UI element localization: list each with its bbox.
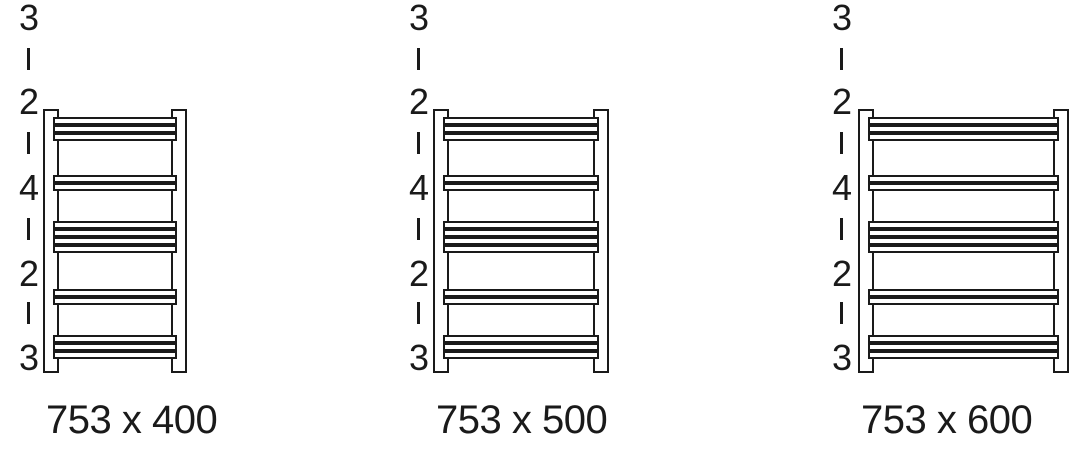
group-separator xyxy=(27,302,30,324)
group-separator xyxy=(840,132,843,154)
rail-tube xyxy=(443,221,599,229)
radiator-variant-1: 3 2 4 2 3 753 x 400 xyxy=(0,0,260,456)
rail-tube xyxy=(443,335,599,343)
radiator-variant-2: 3 2 4 2 3 753 x 500 xyxy=(390,0,650,456)
rail-tube xyxy=(868,289,1059,297)
group-separator xyxy=(417,132,420,154)
rail-tube xyxy=(53,245,177,253)
group-count-2: 2 xyxy=(18,81,40,122)
group-count-5: 3 xyxy=(408,337,430,378)
rail-tube xyxy=(443,125,599,133)
rail-tube xyxy=(868,351,1059,359)
rail-tube xyxy=(53,175,177,183)
rail-tube xyxy=(443,175,599,183)
size-label: 753 x 400 xyxy=(46,398,218,442)
group-count-3: 4 xyxy=(831,167,853,208)
rail-tube xyxy=(443,351,599,359)
rail-tube xyxy=(53,229,177,237)
rail-tube xyxy=(443,117,599,125)
rail-tube xyxy=(443,237,599,245)
size-label: 753 x 600 xyxy=(861,398,1033,442)
towel-radiator-drawing xyxy=(858,109,1069,373)
radiator-variant-3: 3 2 4 2 3 753 x 600 xyxy=(815,0,1075,456)
rail-tube xyxy=(53,297,177,305)
rail-tube xyxy=(53,133,177,141)
group-separator xyxy=(27,218,30,240)
rail-tube xyxy=(868,335,1059,343)
rail-tube xyxy=(868,133,1059,141)
group-count-5: 3 xyxy=(18,337,40,378)
group-count-1: 3 xyxy=(18,0,40,38)
towel-radiator-drawing xyxy=(433,109,609,373)
rail-tube xyxy=(868,229,1059,237)
group-separator xyxy=(840,48,843,70)
rail-tube xyxy=(443,229,599,237)
rail-tube xyxy=(868,117,1059,125)
rail-tube xyxy=(443,183,599,191)
rail-tube xyxy=(53,221,177,229)
rail-tube xyxy=(868,297,1059,305)
group-count-1: 3 xyxy=(831,0,853,38)
rail-tube xyxy=(53,183,177,191)
rail-tube xyxy=(868,237,1059,245)
rail-tube xyxy=(868,125,1059,133)
group-count-1: 3 xyxy=(408,0,430,38)
rail-tube xyxy=(53,237,177,245)
rail-tube xyxy=(868,183,1059,191)
towel-radiator-drawing xyxy=(43,109,187,373)
rail-tube xyxy=(868,175,1059,183)
rail-tube xyxy=(53,335,177,343)
group-count-2: 2 xyxy=(831,81,853,122)
group-separator xyxy=(840,218,843,240)
group-count-3: 4 xyxy=(18,167,40,208)
rail-tube xyxy=(53,351,177,359)
rail-tube xyxy=(443,245,599,253)
group-separator xyxy=(840,302,843,324)
size-label: 753 x 500 xyxy=(436,398,608,442)
rail-tube xyxy=(53,125,177,133)
rail-tube xyxy=(443,133,599,141)
rail-tube xyxy=(868,245,1059,253)
group-separator xyxy=(417,218,420,240)
group-count-5: 3 xyxy=(831,337,853,378)
group-count-4: 2 xyxy=(408,253,430,294)
group-separator xyxy=(27,48,30,70)
group-separator xyxy=(27,132,30,154)
group-count-4: 2 xyxy=(831,253,853,294)
group-count-2: 2 xyxy=(408,81,430,122)
rail-tube xyxy=(53,117,177,125)
rail-tube xyxy=(53,343,177,351)
group-separator xyxy=(417,48,420,70)
rail-tube xyxy=(868,221,1059,229)
rail-tube xyxy=(443,343,599,351)
group-count-3: 4 xyxy=(408,167,430,208)
group-separator xyxy=(417,302,420,324)
rail-tube xyxy=(443,289,599,297)
rail-tube xyxy=(53,289,177,297)
rail-tube xyxy=(443,297,599,305)
rail-tube xyxy=(868,343,1059,351)
group-count-4: 2 xyxy=(18,253,40,294)
